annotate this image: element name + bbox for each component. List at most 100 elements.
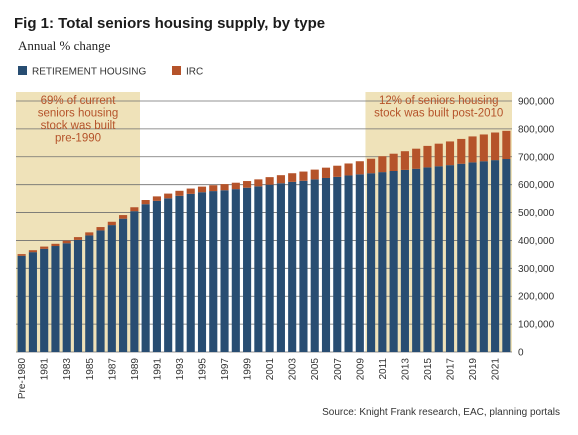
bar-segment: [491, 160, 500, 352]
bar-segment: [321, 177, 331, 352]
bar-segment: [152, 196, 161, 201]
bar-segment: [321, 167, 331, 178]
legend-label: IRC: [186, 67, 203, 78]
chart-subtitle: Annual % change: [18, 38, 111, 53]
bar-segment: [141, 204, 150, 352]
y-tick-label: 800,000: [518, 124, 555, 135]
bar-segment: [40, 248, 49, 352]
bar-segment: [423, 145, 432, 168]
bar-segment: [197, 186, 207, 193]
bar-segment: [333, 176, 342, 352]
bar-segment: [423, 167, 432, 352]
bar-segment: [164, 198, 173, 352]
y-tick-label: 400,000: [518, 236, 555, 247]
bar-segment: [288, 181, 297, 352]
bar-segment: [412, 168, 421, 352]
bar-segment: [197, 192, 207, 352]
bar-segment: [186, 188, 195, 194]
x-tick-label: 1995: [198, 358, 209, 381]
x-tick-label: 2003: [288, 358, 299, 381]
bar-segment: [17, 255, 26, 352]
bar-segment: [344, 175, 353, 352]
bar-segment: [96, 227, 105, 231]
bar-segment: [62, 240, 71, 244]
bar-segment: [276, 183, 285, 352]
annotation: stock was built post-2010: [374, 108, 503, 120]
bar-segment: [468, 162, 477, 352]
annotation: 12% of seniors housing: [379, 95, 499, 107]
x-tick-label: 2019: [468, 358, 479, 381]
bar-segment: [299, 180, 308, 352]
bar-segment: [17, 254, 26, 256]
x-tick-label: 2017: [446, 358, 457, 381]
bar-segment: [40, 246, 49, 249]
bar-segment: [400, 151, 409, 170]
x-tick-label: 1999: [243, 358, 254, 381]
annotation: seniors housing: [38, 108, 119, 120]
bar-segment: [231, 189, 240, 352]
x-tick-label: 1985: [85, 358, 96, 381]
bar-segment: [152, 200, 161, 352]
bar-segment: [502, 130, 511, 160]
bar-segment: [243, 187, 252, 352]
bar-segment: [412, 148, 421, 169]
bar-segment: [231, 182, 240, 190]
y-tick-label: 900,000: [518, 97, 555, 108]
x-tick-label: 2001: [265, 358, 276, 381]
bar-segment: [51, 246, 60, 352]
source: Source: Knight Frank research, EAC, plan…: [322, 407, 560, 418]
bar-segment: [457, 163, 466, 352]
bar-segment: [378, 172, 387, 352]
x-tick-label: 2011: [378, 358, 389, 380]
bar-segment: [96, 230, 105, 352]
bar-segment: [288, 173, 297, 182]
x-tick-label: 1991: [152, 358, 163, 381]
bar-segment: [378, 156, 387, 173]
bar-segment: [344, 163, 353, 176]
bar-segment: [85, 232, 94, 236]
y-tick-label: 100,000: [518, 320, 555, 331]
bar-segment: [445, 165, 455, 352]
bar-segment: [333, 165, 342, 177]
bar-segment: [220, 190, 229, 352]
bar-segment: [434, 166, 443, 352]
bar-segment: [445, 141, 455, 166]
legend-swatch: [172, 66, 181, 75]
annotation: stock was built: [41, 120, 117, 132]
bar-segment: [400, 169, 409, 352]
bar-segment: [130, 207, 139, 212]
x-tick-label: 1993: [175, 358, 186, 381]
bar-segment: [434, 143, 443, 167]
bar-segment: [367, 173, 376, 352]
bar-segment: [119, 215, 128, 219]
bar-segment: [355, 174, 364, 352]
bar-segment: [62, 243, 71, 352]
bar-segment: [85, 235, 94, 352]
bar-segment: [175, 190, 184, 196]
x-tick-label: 1983: [62, 358, 73, 381]
bar-segment: [107, 225, 116, 352]
bar-segment: [254, 179, 263, 187]
y-tick-label: 200,000: [518, 292, 555, 303]
chart-title: Fig 1: Total seniors housing supply, by …: [14, 15, 325, 32]
bar-segment: [209, 185, 218, 192]
bar-segment: [220, 184, 229, 191]
bar-segment: [107, 221, 116, 226]
bar-segment: [186, 193, 195, 352]
x-tick-label: 2021: [491, 358, 502, 381]
x-tick-label: 2007: [333, 358, 344, 381]
bar-segment: [389, 153, 398, 172]
bar-segment: [265, 184, 274, 352]
x-tick-label: Pre-1980: [17, 358, 28, 400]
bar-segment: [51, 243, 60, 247]
bar-segment: [130, 211, 139, 352]
bar-segment: [491, 132, 500, 161]
legend-label: RETIREMENT HOUSING: [32, 67, 146, 78]
bar-segment: [457, 138, 466, 164]
x-tick-label: 2005: [310, 358, 321, 381]
bar-segment: [73, 237, 83, 240]
bar-segment: [355, 161, 364, 175]
bar-segment: [243, 181, 252, 188]
bar-segment: [310, 169, 319, 180]
